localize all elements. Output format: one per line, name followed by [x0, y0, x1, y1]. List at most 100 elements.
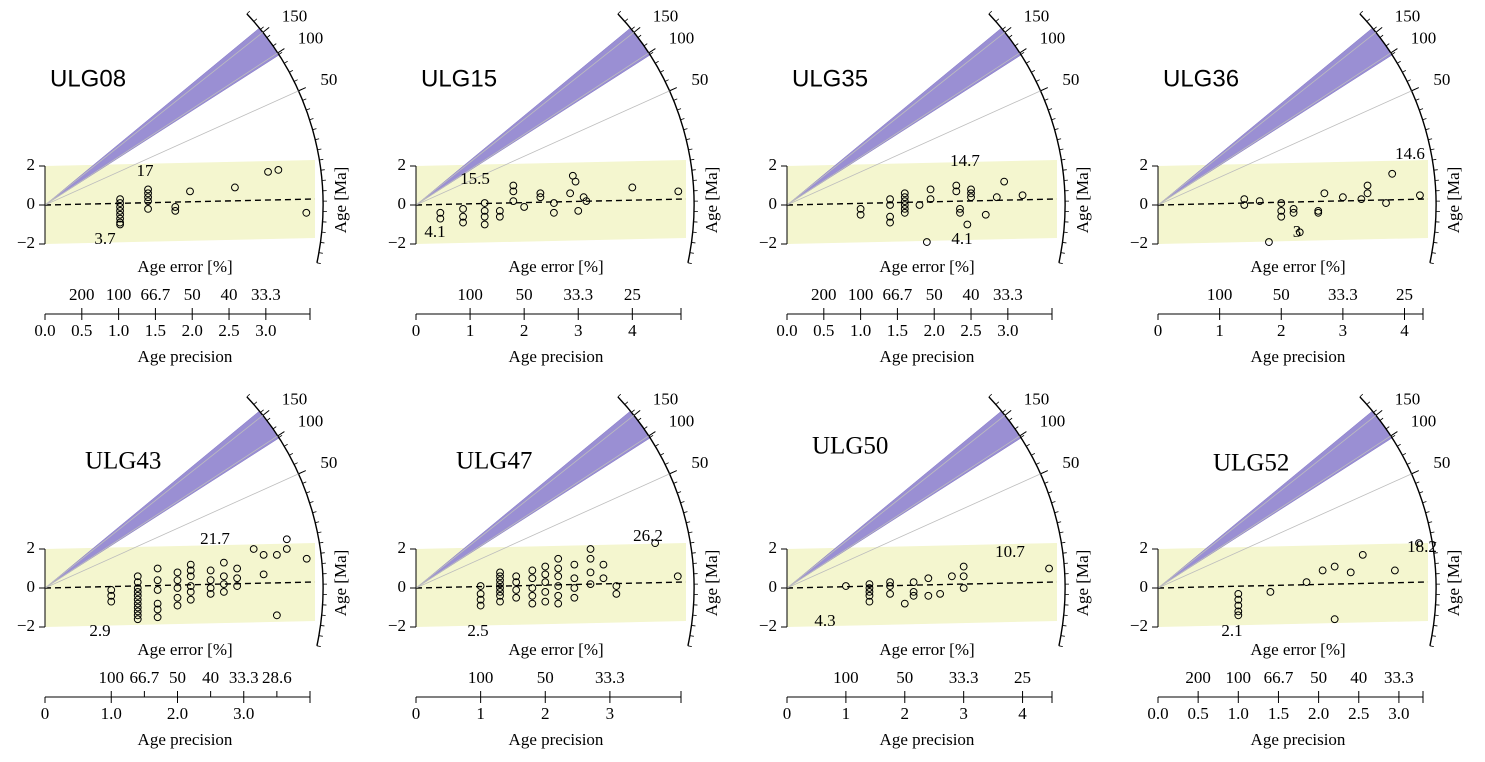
data-point [173, 584, 182, 592]
arc-minor-tick [1415, 481, 1420, 484]
arc-minor-tick [1433, 552, 1438, 554]
data-point [952, 181, 961, 190]
data-point [909, 588, 918, 596]
data-point [1314, 208, 1323, 217]
data-point [926, 185, 935, 194]
arc-minor-tick [266, 417, 271, 421]
z-tick-label: 0 [27, 194, 36, 213]
central-age-line [786, 198, 1058, 206]
radial-plot: 150 100 50 Age [Ma] 2 0 −2 100 50 33.3 25 0 1 2 3 4 Age … [388, 6, 721, 366]
arc-minor-tick [1366, 401, 1371, 405]
data-point [528, 566, 537, 575]
arc-minor-tick [643, 43, 648, 47]
arc-minor-tick [631, 26, 635, 30]
data-point [947, 572, 956, 581]
data-point [496, 584, 504, 592]
data-point [586, 545, 595, 553]
z-tick-label: 2 [27, 538, 36, 557]
data-point [1295, 228, 1304, 237]
y-axis-label: Age [Ma] [1444, 167, 1463, 234]
data-point [900, 189, 909, 198]
radial-tick-label: 100 [298, 29, 324, 48]
precision-tick-label: 2.0 [924, 321, 945, 340]
arc-minor-tick [689, 635, 694, 637]
arc-minor-tick [1419, 108, 1424, 111]
arc-minor-tick [988, 393, 993, 398]
arc-minor-tick [315, 521, 320, 524]
precision-axis-label: Age precision [138, 347, 233, 366]
data-point [1234, 611, 1243, 620]
radial-grid-line [415, 32, 635, 206]
radial-tick [1004, 410, 1012, 416]
data-point [476, 582, 485, 590]
arc-minor-tick [293, 79, 298, 82]
data-point [582, 197, 591, 206]
precision-tick-label: 0 [412, 704, 421, 723]
data-point [173, 568, 182, 577]
error-tick-label: 66.7 [1264, 668, 1294, 687]
z-tick-label: 2 [398, 155, 407, 174]
arc-minor-tick [1366, 18, 1371, 22]
arc-minor-tick [1415, 98, 1420, 101]
panel-title: ULG08 [50, 65, 126, 92]
data-point [186, 588, 195, 596]
error-tick-label: 28.6 [262, 668, 292, 687]
arc-minor-tick [1059, 148, 1064, 151]
error-axis-label: Age error [%] [1250, 640, 1345, 659]
data-point [1363, 189, 1372, 198]
data-point [900, 208, 909, 217]
data-point [900, 201, 909, 209]
panel-title: ULG35 [792, 65, 868, 92]
error-tick-label: 50 [926, 285, 943, 304]
z-tick-label: 0 [398, 194, 407, 213]
error-tick-label: 100 [833, 668, 859, 687]
error-axis-label: Age error [%] [879, 257, 974, 276]
data-point [554, 572, 563, 581]
radial-tick-label: 50 [1433, 453, 1450, 472]
z-tick-label: −2 [17, 233, 35, 252]
data-point [144, 185, 152, 194]
data-point [612, 589, 621, 598]
error-tick-label: 50 [537, 668, 554, 687]
data-point [586, 580, 595, 588]
error-tick-label: 50 [516, 285, 533, 304]
data-point [173, 593, 182, 602]
data-point [612, 582, 621, 590]
radial-grid-line [44, 52, 278, 206]
data-point [909, 591, 918, 600]
arc-minor-tick [1430, 531, 1435, 534]
arc-minor-tick [691, 169, 696, 171]
arc-minor-tick [1431, 252, 1436, 254]
radial-grid-line [786, 435, 1020, 589]
data-point [570, 593, 579, 602]
data-point [512, 586, 521, 594]
radial-tick-label: 150 [1024, 389, 1049, 408]
radial-tick [648, 431, 656, 437]
data-point [981, 210, 990, 219]
data-point [1289, 208, 1298, 217]
arc-minor-tick [253, 18, 258, 22]
data-point [909, 578, 918, 587]
arc-minor-tick [691, 552, 696, 554]
annotation: 4.1 [424, 222, 445, 241]
data-point [1390, 566, 1399, 575]
arc-minor-tick [1429, 645, 1434, 648]
radial-grid-line [786, 52, 1020, 206]
arc-minor-tick [1419, 491, 1424, 494]
annotation: 2.1 [1221, 621, 1242, 640]
data-point [495, 206, 504, 215]
precision-axis-label: Age precision [880, 347, 975, 366]
data-point [550, 199, 558, 207]
data-point [586, 568, 595, 577]
arc-minor-tick [306, 491, 311, 494]
arc-minor-tick [660, 70, 664, 73]
error-axis-label: Age error [%] [508, 257, 603, 276]
arc-minor-tick [1432, 541, 1437, 544]
data-point [233, 574, 242, 583]
error-tick-label: 40 [202, 668, 219, 687]
arc-minor-tick [1433, 242, 1438, 244]
arc-minor-tick [643, 426, 648, 430]
data-point [282, 545, 291, 553]
data-point [554, 554, 563, 563]
data-point [956, 208, 964, 217]
